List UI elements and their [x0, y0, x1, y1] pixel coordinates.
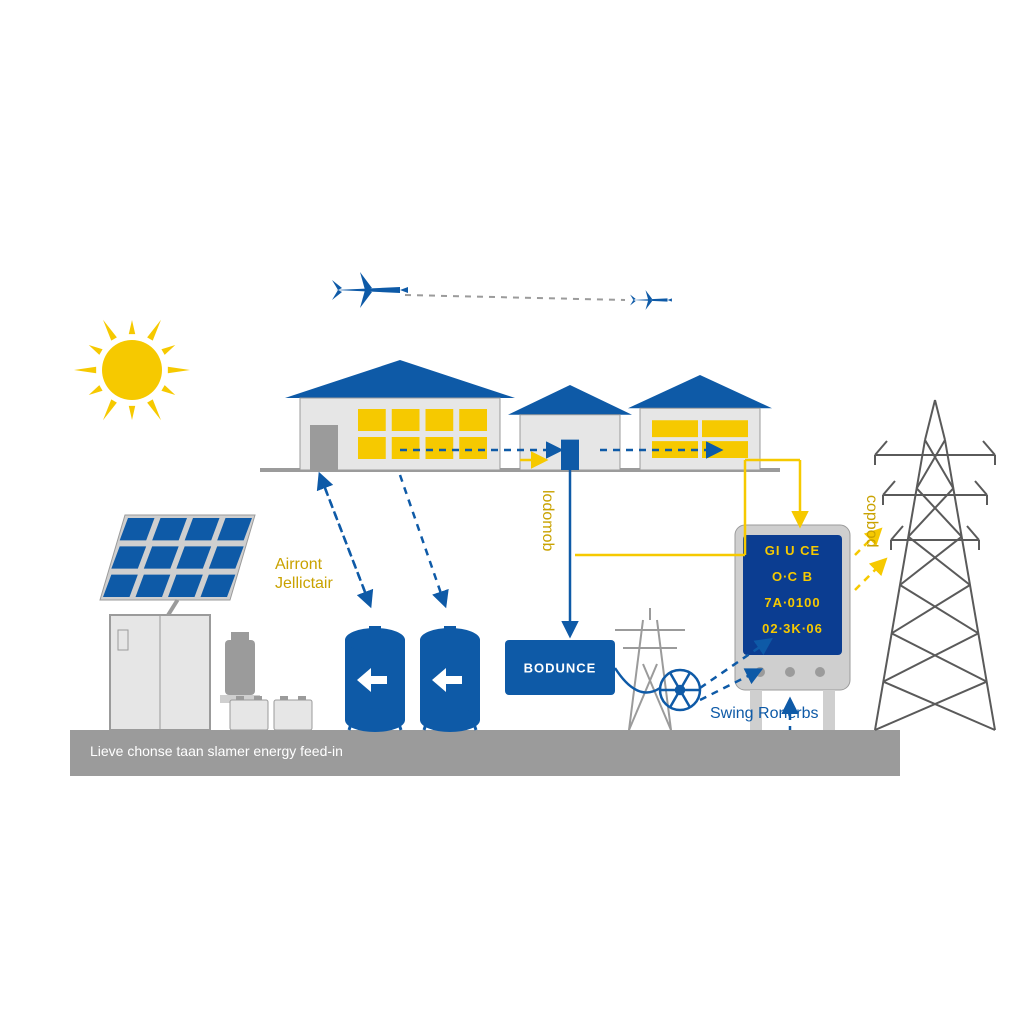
meter-line: GI U CE — [765, 543, 820, 558]
house-large — [285, 360, 515, 470]
cabinet-icon — [110, 615, 210, 730]
label-swing: Swing Ronerbs — [710, 705, 819, 723]
airplane-trail — [405, 295, 625, 300]
meter-line: O∙C B — [772, 569, 813, 584]
airplane-small-icon — [630, 290, 672, 310]
battery-icon — [274, 700, 312, 730]
small-tower-icon — [615, 608, 685, 730]
battery-icon — [230, 700, 268, 730]
solar-panel-icon — [100, 515, 255, 620]
label-lodomob: lodomob — [538, 490, 556, 551]
inverter-icon — [220, 632, 260, 703]
pylon-icon — [875, 400, 995, 730]
bounce-label: BODUNCE — [524, 661, 597, 676]
meter-line: 7A∙0100 — [764, 595, 820, 610]
label-copbod: copbod — [862, 495, 880, 548]
storage-tank-right — [420, 626, 480, 732]
label-airront: AirrontJellictair — [275, 555, 333, 593]
connector-sun-to-house-2 — [400, 475, 445, 605]
meter-line: 02∙3K∙06 — [762, 621, 823, 636]
airplane-large-icon — [332, 272, 408, 308]
caption: Lieve chonse taan slamer energy feed-in — [90, 743, 343, 759]
sun-icon — [74, 320, 190, 420]
house-right — [628, 375, 772, 470]
wheel-icon — [660, 670, 700, 710]
storage-tank-left — [345, 626, 405, 732]
connector-meter-to-pylon2 — [855, 560, 885, 590]
meter-icon: GI U CE O∙C B 7A∙0100 02∙3K∙06 — [735, 525, 850, 730]
diagram-canvas: BODUNCE GI U CE O∙C B 7A∙0100 02∙3K∙06 Airro… — [0, 0, 1024, 1024]
